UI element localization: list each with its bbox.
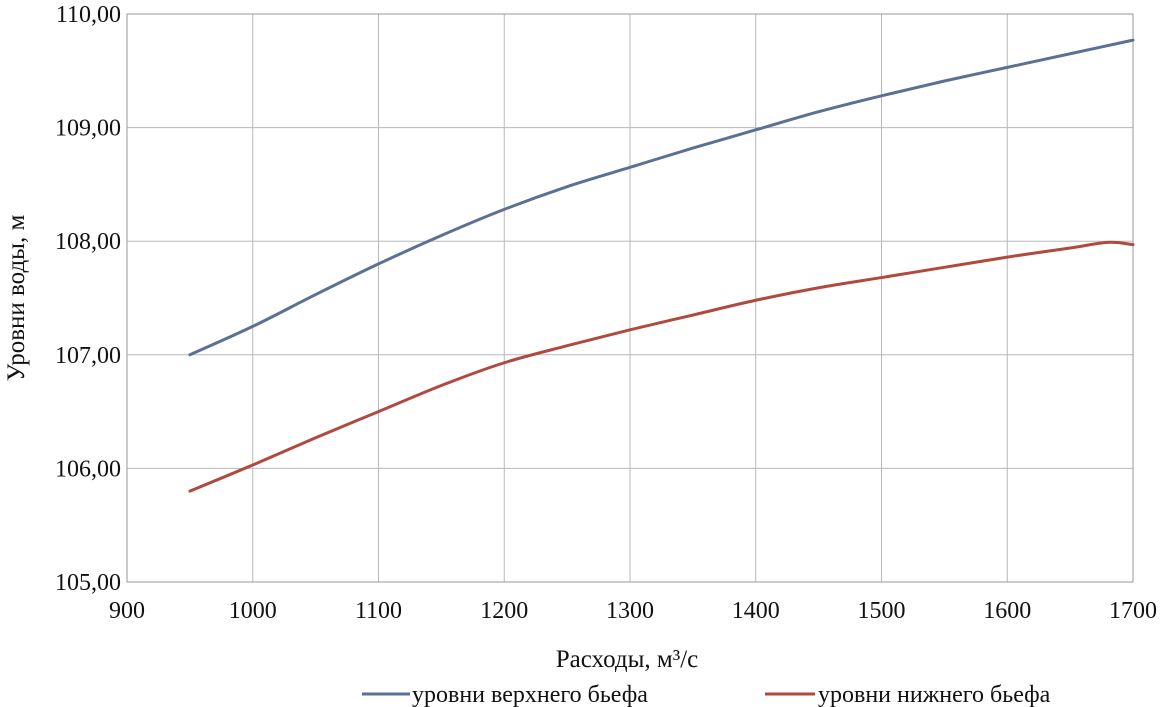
x-axis-ticks: 900 1000 1100 1200 1300 1400 1500 1600 1700	[109, 598, 1157, 624]
y-axis-ticks: 105,00 106,00 107,00 108,00 109,00 110,00	[55, 2, 121, 596]
y-tick-label: 106,00	[55, 456, 121, 482]
series-line-lower-pool	[188, 240, 1135, 493]
x-tick-label: 1100	[355, 598, 402, 624]
grid	[126, 13, 1134, 583]
y-tick-label: 109,00	[55, 116, 121, 142]
x-tick-label: 900	[109, 598, 145, 624]
legend-label-upper-pool: уровни верхнего бьефа	[412, 682, 648, 707]
series-line-upper-pool	[188, 38, 1135, 357]
y-tick-label: 110,00	[56, 2, 121, 28]
x-tick-label: 1000	[229, 598, 277, 624]
x-axis-title: Расходы, м³/с	[556, 646, 698, 673]
x-tick-label: 1600	[983, 598, 1031, 624]
x-tick-label: 1300	[606, 598, 654, 624]
plot-area-border	[126, 13, 1134, 583]
x-tick-label: 1400	[732, 598, 780, 624]
x-tick-label: 1700	[1109, 598, 1157, 624]
y-axis-title: Уровни воды, м	[3, 215, 30, 382]
x-tick-label: 1500	[858, 598, 906, 624]
x-tick-label: 1200	[480, 598, 528, 624]
y-tick-label: 108,00	[55, 229, 121, 255]
legend: уровни верхнего бьефа уровни нижнего бье…	[362, 682, 1051, 707]
legend-label-lower-pool: уровни нижнего бьефа	[818, 682, 1051, 707]
y-tick-label: 107,00	[55, 343, 121, 369]
y-tick-label: 105,00	[55, 570, 121, 596]
series-layer	[188, 38, 1135, 493]
